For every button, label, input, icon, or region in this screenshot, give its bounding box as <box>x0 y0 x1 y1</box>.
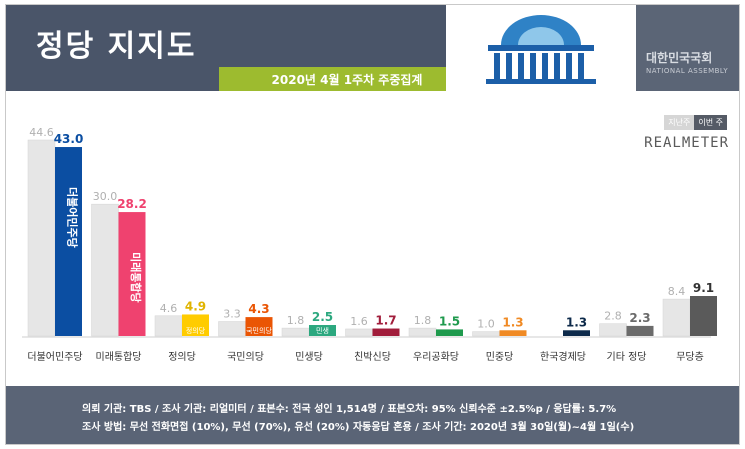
bar-party-name: 더불어민주당 <box>66 187 80 248</box>
assembly-text-logo: 대한민국국회 NATIONAL ASSEMBLY <box>636 5 739 91</box>
value-label-curr: 43.0 <box>54 132 84 146</box>
header: 정당 지지도 2020년 4월 1주차 주중집계 대한민국국회 NAT <box>6 5 739 91</box>
category-label: 한국경제당 <box>540 350 586 363</box>
brand-logo: REALMETER <box>644 135 729 151</box>
bar-party-tag: 민생 <box>316 326 329 335</box>
bar-curr <box>372 328 400 336</box>
category-label: 민중당 <box>486 351 514 363</box>
value-label-prev: 1.0 <box>477 318 495 331</box>
value-label-curr: 1.5 <box>439 314 460 328</box>
value-label-curr: 2.5 <box>312 310 333 324</box>
bar-prev <box>27 139 56 337</box>
bar-prev <box>408 327 437 337</box>
legend: 지난주 이번 주 <box>664 115 727 130</box>
value-label-curr: 1.3 <box>502 315 523 329</box>
bar-curr <box>182 314 209 336</box>
category-label: 무당층 <box>676 351 704 363</box>
assembly-logo-box <box>446 5 636 91</box>
category-label: 더불어민주당 <box>27 351 82 363</box>
bar-prev <box>281 327 310 337</box>
value-label-curr: 9.1 <box>693 281 714 295</box>
category-label: 민생당 <box>295 351 323 363</box>
bar-curr <box>626 325 654 336</box>
bar-prev <box>599 323 627 337</box>
assembly-name: 대한민국국회 <box>646 51 713 65</box>
value-label-prev: 1.6 <box>350 315 368 328</box>
bar-curr <box>245 317 273 336</box>
category-label: 국민의당 <box>227 351 264 363</box>
assembly-building-icon <box>486 15 596 84</box>
assembly-name-en: NATIONAL ASSEMBLY <box>646 67 729 75</box>
bar-prev <box>154 315 183 337</box>
value-label-prev: 3.3 <box>223 307 241 320</box>
legend-curr: 이번 주 <box>694 115 727 130</box>
bar-curr <box>563 330 590 336</box>
legend-prev: 지난주 <box>664 115 695 130</box>
bar-party-name: 미래통합당 <box>129 252 143 303</box>
value-label-prev: 4.6 <box>160 302 178 315</box>
category-label: 정의당 <box>168 351 196 363</box>
bar-prev <box>91 203 119 337</box>
value-label-prev: 44.6 <box>29 126 54 139</box>
category-label: 미래통합당 <box>96 351 142 363</box>
value-label-prev: 1.8 <box>287 314 305 327</box>
value-label-prev: 2.8 <box>604 310 622 323</box>
value-label-prev: 1.8 <box>414 314 432 327</box>
chart-frame: 정당 지지도 2020년 4월 1주차 주중집계 대한민국국회 NAT <box>5 4 740 445</box>
value-label-curr: 4.9 <box>185 299 206 313</box>
subtitle: 2020년 4월 1주차 주중집계 <box>271 73 423 87</box>
footer-line-2: 조사 방법: 무선 전화면접 (10%), 무선 (70%), 유선 (20%)… <box>82 422 635 433</box>
bar-curr <box>118 212 146 336</box>
value-label-prev: 30.0 <box>93 190 118 203</box>
subtitle-bar: 2020년 4월 1주차 주중집계 <box>219 67 475 91</box>
value-label-curr: 1.3 <box>566 315 587 329</box>
bar-prev <box>218 321 246 337</box>
category-label: 친박신당 <box>354 351 391 363</box>
category-label: 기타 정당 <box>607 351 647 363</box>
value-label-prev: 8.4 <box>668 285 686 298</box>
bar-chart: 44.6 43.0더불어민주당더불어민주당30.028.2미래통합당미래통합당4.… <box>22 126 717 363</box>
bar-prev <box>472 331 500 337</box>
value-label-curr: 2.3 <box>629 311 650 325</box>
bar-party-tag: 국민의당 <box>246 326 272 335</box>
bar-curr <box>690 296 717 336</box>
bar-curr <box>499 330 527 336</box>
value-label-curr: 4.3 <box>248 302 269 316</box>
bar-curr <box>55 147 82 336</box>
bar-party-tag: 정의당 <box>186 326 206 335</box>
value-label-curr: 1.7 <box>375 314 396 328</box>
bar-curr <box>309 325 336 336</box>
value-label-curr: 28.2 <box>117 197 147 211</box>
bar-curr <box>436 329 463 336</box>
survey-footer: 의뢰 기관: TBS / 조사 기관: 리얼미터 / 표본수: 전국 성인 1,… <box>6 386 739 444</box>
footer-line-1: 의뢰 기관: TBS / 조사 기관: 리얼미터 / 표본수: 전국 성인 1,… <box>82 404 617 415</box>
page-title: 정당 지지도 <box>36 29 197 64</box>
bar-prev <box>662 298 691 337</box>
bar-prev <box>345 328 373 337</box>
category-label: 우리공화당 <box>413 351 459 363</box>
